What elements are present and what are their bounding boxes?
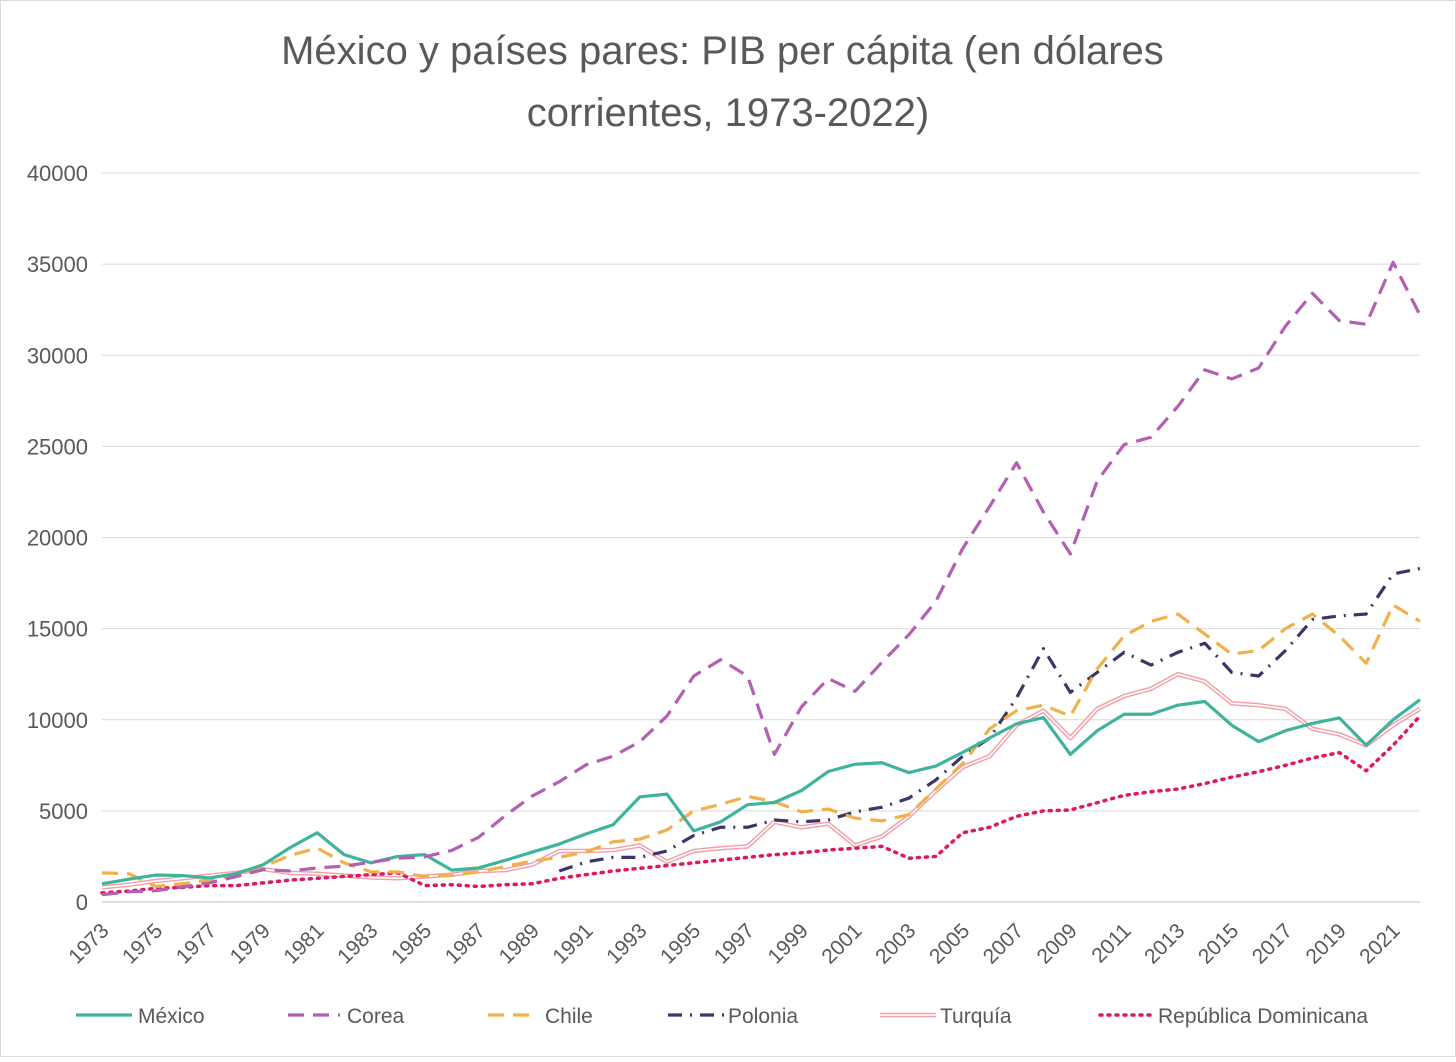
legend: México Corea Chile Polonia Turquía República … <box>76 1005 1368 1028</box>
series-chile <box>101 603 1421 889</box>
series-line-polonia <box>558 566 1421 873</box>
series-line-mexico <box>101 698 1421 886</box>
legend-item-mexico: México <box>76 1005 205 1028</box>
y-tick-label: 40000 <box>27 161 88 186</box>
series-line-corea <box>101 260 1422 897</box>
legend-label-corea: Corea <box>347 1005 405 1028</box>
chart-title-line-2: corrientes, 1973-2022) <box>527 91 929 135</box>
chart-title: México y países pares: PIB per cápita (e… <box>281 29 1175 135</box>
series-line-republica-dominicana <box>100 714 1422 895</box>
grid-layer <box>102 172 1420 903</box>
legend-label-mexico: México <box>138 1005 205 1028</box>
chart-title-line-1: México y países pares: PIB per cápita (e… <box>281 29 1164 73</box>
legend-item-polonia: Polonia <box>668 1005 798 1028</box>
series-republica-dominicana <box>100 714 1422 895</box>
y-axis-ticks: 0 5000 10000 15000 20000 25000 30000 35000 40000 <box>27 161 88 915</box>
series-polonia <box>558 566 1421 873</box>
legend-label-polonia: Polonia <box>728 1005 798 1028</box>
y-tick-label: 25000 <box>27 434 88 459</box>
y-tick-label: 0 <box>76 890 88 915</box>
y-tick-label: 35000 <box>27 252 88 277</box>
legend-item-chile: Chile <box>488 1005 593 1028</box>
legend-label-republica-dominicana: República Dominicana <box>1158 1005 1368 1028</box>
series-line-chile <box>101 603 1421 889</box>
legend-item-republica-dominicana: República Dominicana <box>1098 1005 1368 1028</box>
series-line-turquia-inner <box>101 673 1421 889</box>
y-tick-label: 15000 <box>27 617 88 642</box>
y-tick-label: 5000 <box>39 799 88 824</box>
y-tick-label: 10000 <box>27 708 88 733</box>
y-tick-label: 20000 <box>27 526 88 551</box>
legend-item-corea: Corea <box>288 1005 405 1028</box>
series-mexico <box>101 698 1421 886</box>
series-turquia <box>101 671 1422 890</box>
legend-item-turquia: Turquía <box>880 1005 1012 1028</box>
legend-label-chile: Chile <box>545 1005 593 1028</box>
series-layer <box>100 260 1422 897</box>
legend-label-turquia: Turquía <box>940 1005 1012 1028</box>
series-corea <box>101 260 1422 897</box>
y-tick-label: 30000 <box>27 343 88 368</box>
